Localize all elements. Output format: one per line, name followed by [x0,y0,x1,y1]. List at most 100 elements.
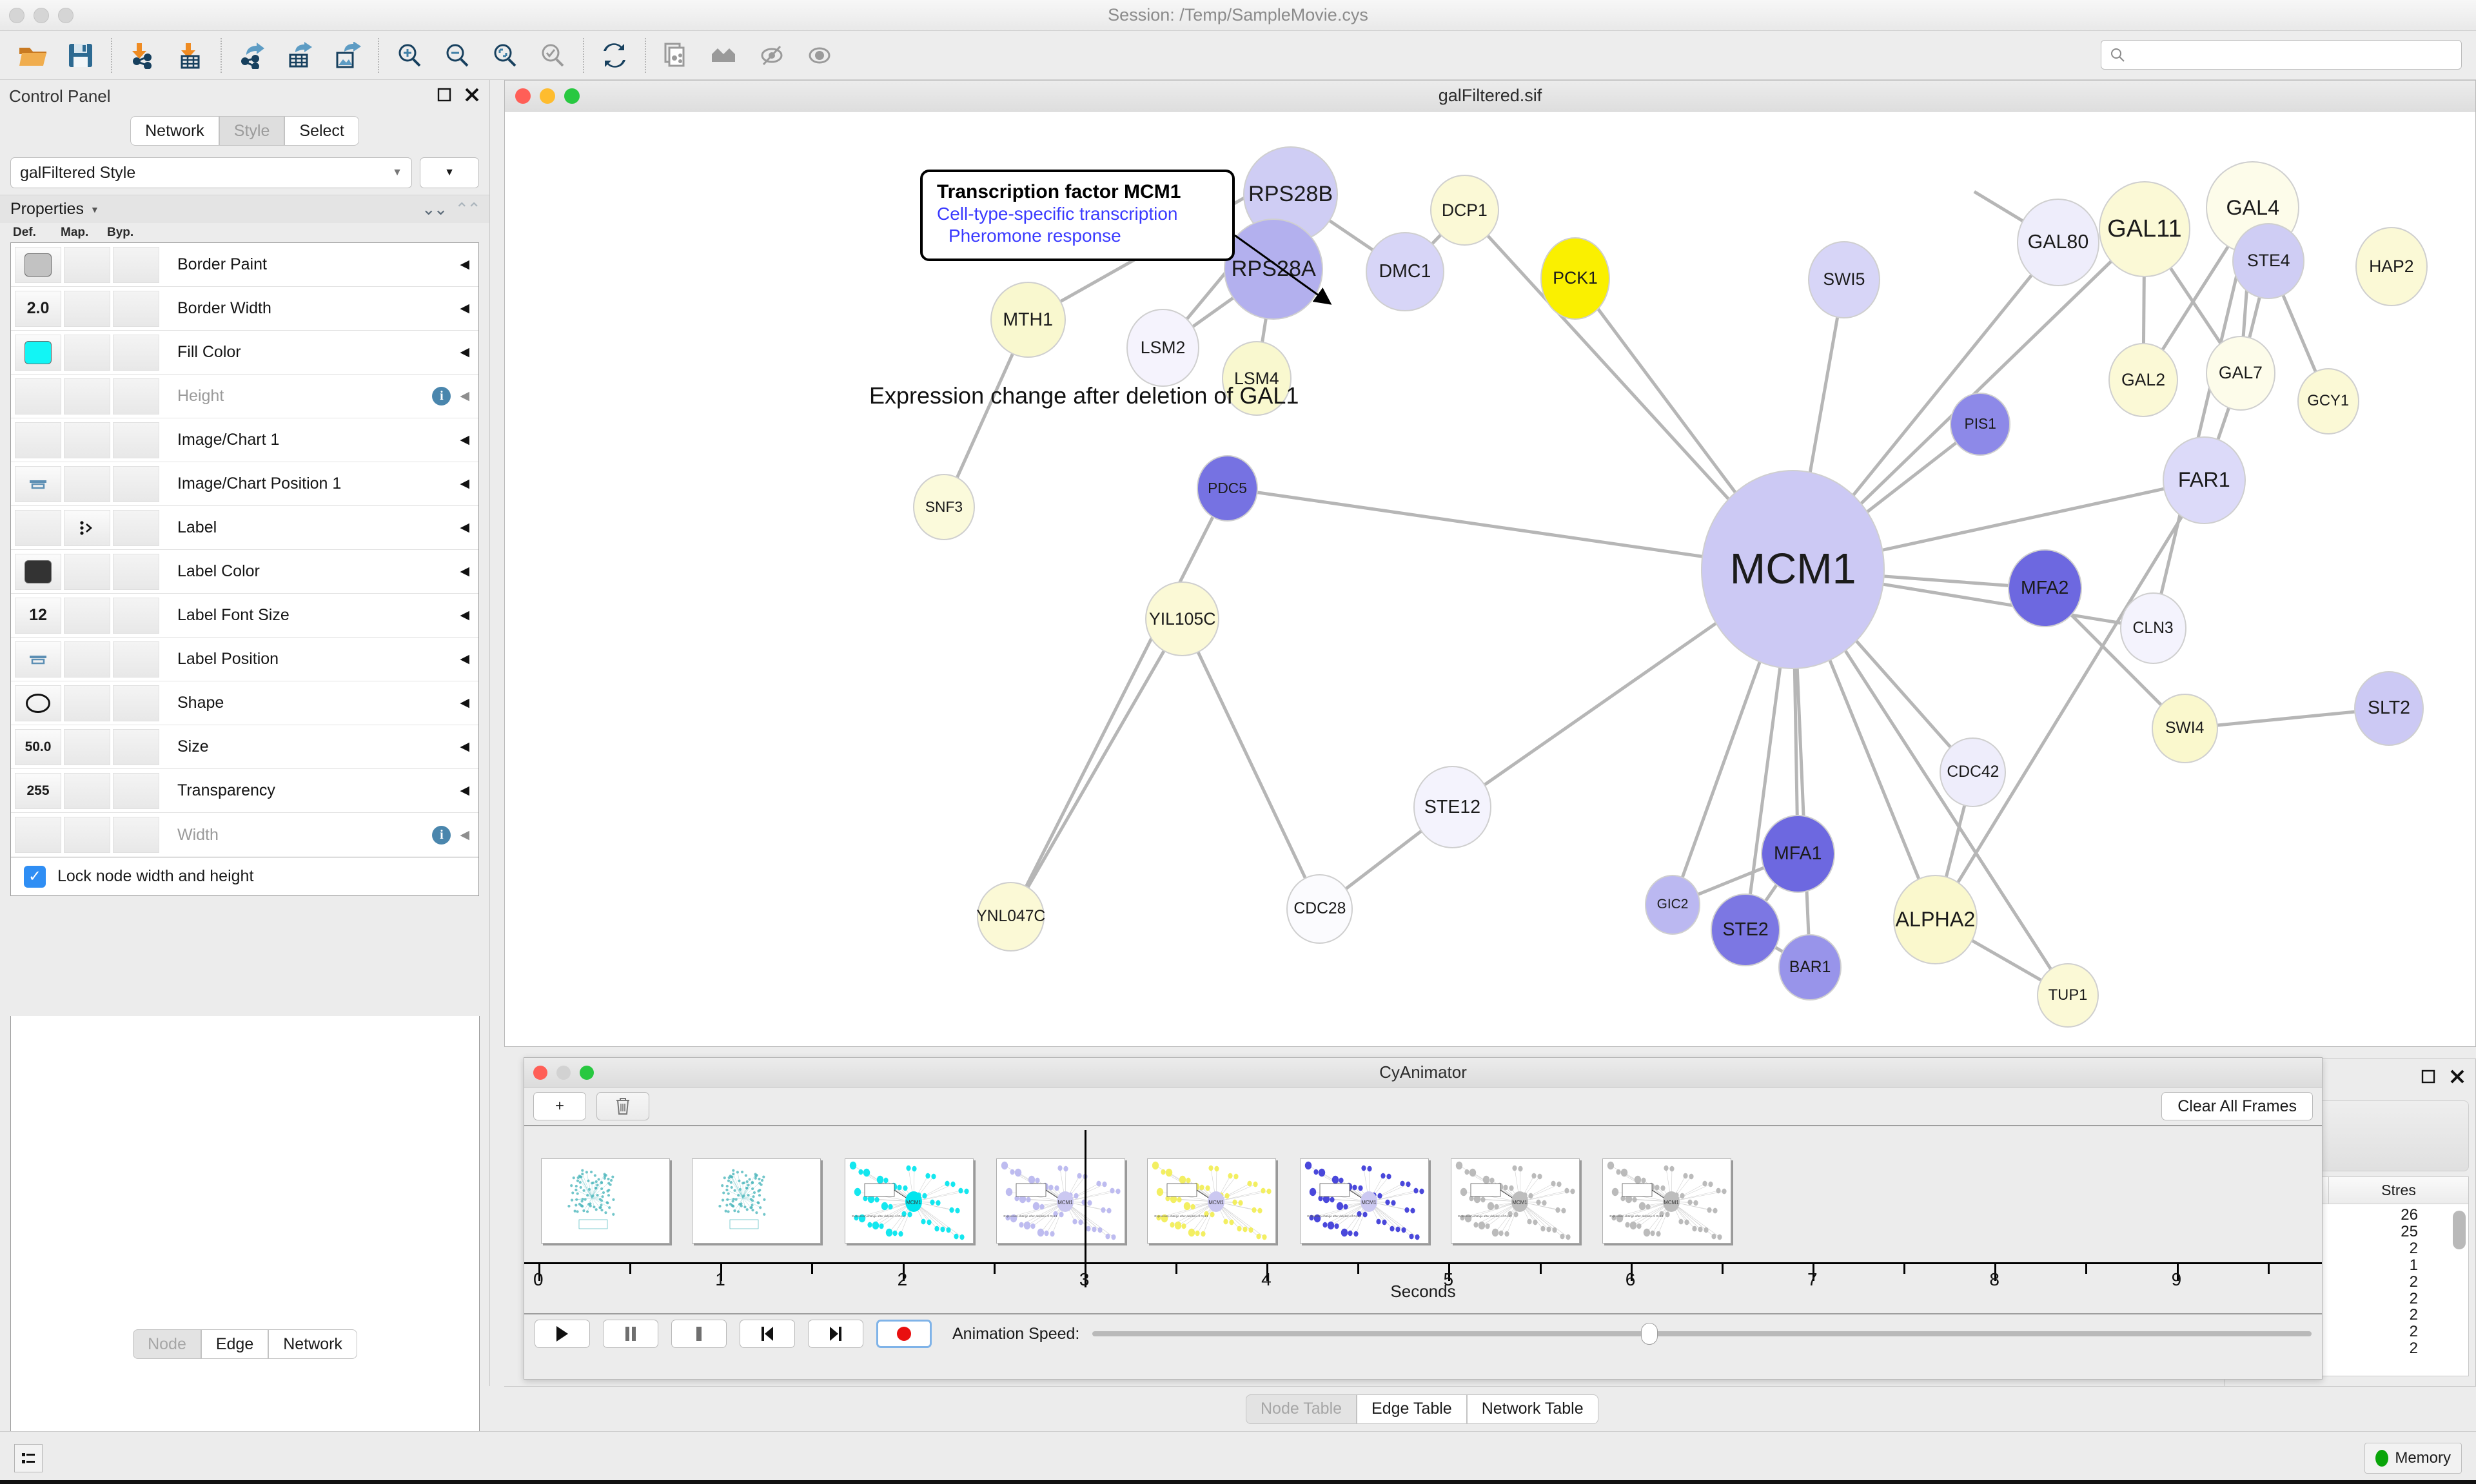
graph-node[interactable]: PDC5 [1196,454,1259,522]
add-frame-button[interactable]: + [533,1092,586,1120]
table-cell[interactable]: 2 [2409,1340,2418,1358]
refresh-icon[interactable] [591,34,638,77]
lock-node-size-checkbox[interactable]: ✓ [24,865,46,888]
graph-node[interactable]: GCY1 [2297,368,2359,434]
property-cell-empty[interactable] [64,817,110,853]
graph-node[interactable]: GAL11 [2098,181,2191,277]
property-cell-empty[interactable] [113,334,159,371]
tab-network-style[interactable]: Network [268,1329,357,1359]
color-swatch[interactable] [15,553,61,590]
property-cell-empty[interactable] [113,465,159,502]
graph-node[interactable]: MTH1 [990,282,1066,358]
style-select[interactable]: galFiltered Style ▼ [10,157,412,188]
table-cell[interactable]: 2 [2409,1323,2418,1341]
table-cell[interactable]: 1 [2409,1256,2418,1274]
tab-network[interactable]: Network [130,116,219,146]
graph-node[interactable]: CDC42 [1940,737,2007,808]
maximize-network-button[interactable] [564,88,580,104]
property-cell-empty[interactable] [113,378,159,415]
close-network-button[interactable] [515,88,531,104]
graph-node[interactable]: SWI4 [2151,694,2218,763]
timeline-frame[interactable] [692,1158,821,1244]
info-icon[interactable]: i [432,825,451,845]
property-cell-empty[interactable] [15,378,61,415]
search-input[interactable] [2131,46,2441,63]
graph-node[interactable]: CLN3 [2119,592,2186,664]
graph-node[interactable]: SNF3 [913,473,975,540]
window-controls[interactable] [9,8,74,23]
graph-node[interactable]: TUP1 [2037,963,2099,1028]
graph-node[interactable]: STE12 [1413,766,1492,849]
expand-arrow-icon[interactable]: ◀ [460,828,469,842]
export-image-icon[interactable] [324,34,371,77]
expand-arrow-icon[interactable]: ◀ [460,565,469,578]
tab-edge[interactable]: Edge [201,1329,269,1359]
maximize-animator-button[interactable] [580,1065,594,1080]
property-row[interactable]: 50.0 Size ◀ [11,725,478,769]
property-row[interactable]: Border Paint ◀ [11,243,478,287]
close-animator-button[interactable] [533,1065,547,1080]
color-swatch[interactable] [15,334,61,371]
property-cell-empty[interactable] [64,334,110,371]
property-row[interactable]: Shape ◀ [11,681,478,725]
stop-button[interactable] [671,1320,727,1348]
graph-node[interactable]: SLT2 [2354,671,2424,746]
property-row[interactable]: Label Position ◀ [11,638,478,681]
style-menu-button[interactable]: ▼ [420,157,479,188]
graph-node[interactable]: MCM1 [1701,470,1885,669]
network-window-controls[interactable] [515,88,580,104]
property-cell-empty[interactable] [113,422,159,458]
tab-select[interactable]: Select [284,116,359,146]
lock-node-size-row[interactable]: ✓ Lock node width and height [10,857,479,896]
delete-frame-button[interactable] [596,1092,649,1120]
property-row[interactable]: Label Color ◀ [11,550,478,594]
info-icon[interactable]: i [432,387,451,405]
new-network-icon[interactable] [653,34,700,77]
graph-node[interactable]: MFA2 [2007,549,2082,627]
close-window-button[interactable] [9,8,25,23]
tab-style[interactable]: Style [219,116,285,146]
graph-node[interactable]: GAL7 [2206,336,2275,411]
table-cell[interactable]: 26 [2401,1206,2418,1224]
property-cell-empty[interactable] [113,641,159,678]
property-cell-empty[interactable] [113,290,159,327]
property-value[interactable]: 12 [15,597,61,634]
property-cell-empty[interactable] [64,772,110,809]
graph-node[interactable]: ALPHA2 [1892,874,1978,964]
graph-node[interactable]: CDC28 [1286,874,1353,944]
color-swatch[interactable] [15,246,61,283]
annotation-box[interactable]: Transcription factor MCM1 Cell-type-spec… [920,170,1235,262]
graph-node[interactable]: FAR1 [2163,436,2246,524]
property-cell-empty[interactable] [64,378,110,415]
property-cell-empty[interactable] [113,772,159,809]
property-cell-empty[interactable] [64,246,110,283]
expand-arrow-icon[interactable]: ◀ [460,609,469,622]
table-cell[interactable]: 2 [2409,1289,2418,1307]
expand-arrow-icon[interactable]: ◀ [460,258,469,271]
list-icon[interactable] [14,1443,43,1472]
graph-node[interactable]: HAP2 [2355,226,2428,306]
clear-all-frames-button[interactable]: Clear All Frames [2161,1092,2313,1120]
table-cell[interactable]: 2 [2409,1306,2418,1324]
property-cell-empty[interactable] [64,597,110,634]
property-cell-empty[interactable] [64,641,110,678]
property-cell-empty[interactable] [113,509,159,546]
property-value[interactable]: 255 [15,772,61,809]
import-network-icon[interactable] [119,34,166,77]
graph-node[interactable]: SWI5 [1807,240,1881,319]
graph-node[interactable]: PCK1 [1540,237,1610,320]
property-cell-empty[interactable] [64,465,110,502]
pause-button[interactable] [603,1320,658,1348]
timeline-frame[interactable]: MCM1 Expression change after deletion of … [1300,1158,1430,1244]
zoom-in-icon[interactable] [386,34,433,77]
mapping-icon[interactable] [64,509,110,546]
expand-arrow-icon[interactable]: ◀ [460,784,469,797]
graph-node[interactable]: STE2 [1711,893,1780,967]
memory-indicator[interactable]: Memory [2364,1442,2462,1474]
property-value[interactable]: 50.0 [15,728,61,765]
tab-edge-table[interactable]: Edge Table [1357,1394,1467,1424]
property-row[interactable]: Width i ◀ [11,813,478,857]
timeline-frame[interactable]: MCM1 Expression change after deletion of … [1147,1158,1277,1244]
timeline-frame[interactable]: MCM1 Expression change after deletion of … [1602,1158,1731,1244]
table-cell[interactable]: 2 [2409,1239,2418,1257]
